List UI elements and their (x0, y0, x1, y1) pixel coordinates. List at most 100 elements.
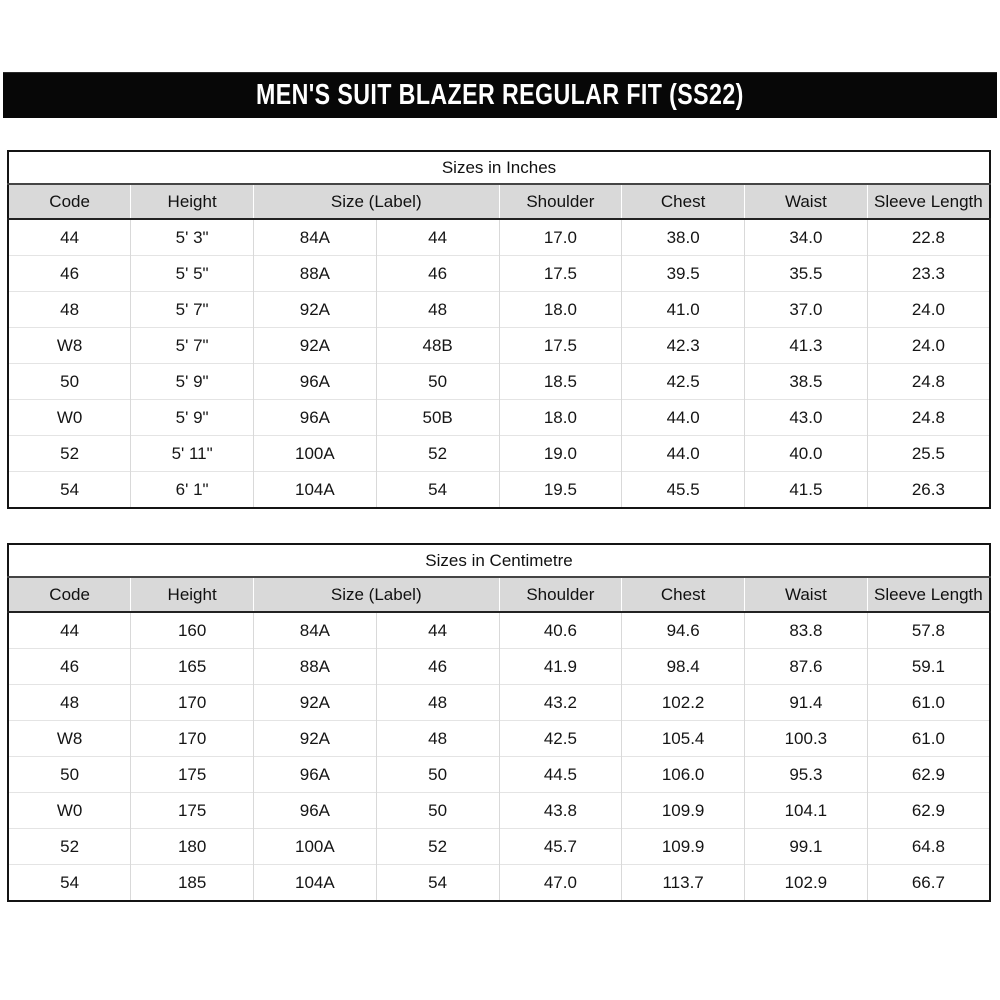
table-cell: 57.8 (866, 612, 990, 649)
table-cell: 25.5 (866, 435, 990, 472)
table-cell: 44.0 (621, 435, 745, 472)
table-cell: 5' 5" (130, 255, 254, 292)
table-cell: 41.5 (744, 471, 868, 508)
table-row: 50 175 96A 50 44.5 106.0 95.3 62.9 (8, 756, 990, 793)
table-cell: 94.6 (621, 612, 745, 649)
table-row: W0 175 96A 50 43.8 109.9 104.1 62.9 (8, 792, 990, 829)
table-cell: 40.6 (498, 612, 622, 649)
table-title-row: Sizes in Centimetre (8, 544, 990, 578)
table-cell: 96A (253, 756, 377, 793)
table-cell: 104.1 (744, 792, 868, 829)
table-cell: 35.5 (744, 255, 868, 292)
table-cell: W8 (8, 327, 131, 364)
table-row: W0 5' 9" 96A 50B 18.0 44.0 43.0 24.8 (8, 399, 990, 436)
table-cell: 52 (375, 828, 499, 865)
table-cell: 17.5 (498, 327, 622, 364)
table-cell: 52 (8, 828, 131, 865)
table-cell: 50 (375, 792, 499, 829)
table-cell: 59.1 (866, 648, 990, 685)
table-cell: 170 (130, 684, 254, 721)
table-cell: 92A (253, 327, 377, 364)
column-header-chest: Chest (621, 577, 745, 613)
sizes-centimetre-table: Sizes in Centimetre Code Height Size (Labe… (7, 543, 991, 902)
table-sizes-in-centimetre: Sizes in Centimetre Code Height Size (Labe… (7, 543, 991, 902)
table-cell: 61.0 (866, 720, 990, 757)
table-cell: 105.4 (621, 720, 745, 757)
table-cell: 44 (60, 620, 80, 640)
table-cell: 42.5 (621, 363, 745, 400)
table-cell: 43.8 (498, 792, 622, 829)
column-header-size-label: Size (Label) (253, 184, 499, 220)
column-header-waist: Waist (744, 184, 868, 220)
table-cell: 44.0 (621, 399, 745, 436)
table-row: 46 165 88A 46 41.9 98.4 87.6 59.1 (8, 648, 990, 685)
table-cell: 24.8 (866, 363, 990, 400)
table-cell: 88A (253, 255, 377, 292)
table-cell: W0 (8, 792, 131, 829)
table-cell: 64.8 (866, 828, 990, 865)
table-cell: 44 (60, 227, 80, 247)
table-cell: 62.9 (866, 792, 990, 829)
column-header-code: Code (8, 577, 131, 613)
table-row: W8 5' 7" 92A 48B 17.5 42.3 41.3 24.0 (8, 327, 990, 364)
table-cell: W8 (8, 720, 131, 757)
table-cell: 62.9 (866, 756, 990, 793)
table-cell: 185 (130, 864, 254, 901)
table-cell: 109.9 (621, 828, 745, 865)
table-cell: 104A (253, 471, 377, 508)
table-row: 44 5' 3" 84A 44 17.0 38.0 34.0 22.8 (8, 219, 990, 256)
table-cell: 5' 7" (130, 327, 254, 364)
column-header-code: Code (8, 184, 131, 220)
table-cell: 61.0 (866, 684, 990, 721)
table-cell: 17.0 (498, 219, 622, 256)
column-header-sleeve-length: Sleeve Length (866, 577, 990, 613)
table-cell: 44 (375, 612, 499, 649)
table-sizes-in-inches: Sizes in Inches Code Height Size (Label) Sh… (7, 150, 991, 509)
table-cell: 100A (253, 828, 377, 865)
table-cell: 54 (375, 864, 499, 901)
table-cell: 18.5 (498, 363, 622, 400)
table-title-inches: Sizes in Inches (8, 151, 990, 185)
table-cell: 50 (8, 756, 131, 793)
table-row: 46 5' 5" 88A 46 17.5 39.5 35.5 23.3 (8, 255, 990, 292)
table-cell: 96A (253, 363, 377, 400)
table-cell: 44 (375, 219, 499, 256)
table-cell: 24.8 (866, 399, 990, 436)
table-title-centimetre: Sizes in Centimetre (8, 544, 990, 578)
table-cell: 42.3 (621, 327, 745, 364)
page-title: MEN'S SUIT BLAZER REGULAR FIT (SS22) (256, 79, 744, 111)
table-cell: 18.0 (498, 291, 622, 328)
table-cell: 84A (253, 219, 377, 256)
table-cell: 165 (130, 648, 254, 685)
sizes-inches-table: Sizes in Inches Code Height Size (Label) Sh… (7, 150, 991, 509)
table-cell: 54 (375, 471, 499, 508)
table-cell: 19.5 (498, 471, 622, 508)
table-cell: 5' 9" (130, 363, 254, 400)
table-cell: 5' 9" (130, 399, 254, 436)
table-cell: 96A (253, 792, 377, 829)
table-cell: 66.7 (866, 864, 990, 901)
table-cell: 5' 3" (130, 219, 254, 256)
table-cell: 46 (8, 255, 131, 292)
table-cell: 113.7 (621, 864, 745, 901)
column-header-shoulder: Shoulder (498, 577, 622, 613)
table-cell: 50 (8, 363, 131, 400)
table-cell: 5' 11" (130, 435, 254, 472)
column-header-sleeve-length: Sleeve Length (866, 184, 990, 220)
table-cell: 48 (8, 291, 131, 328)
table-cell: 83.8 (744, 612, 868, 649)
table-cell: 109.9 (621, 792, 745, 829)
table-cell: 175 (130, 792, 254, 829)
table-cell: 96A (253, 399, 377, 436)
table-cell: 45.5 (621, 471, 745, 508)
table-cell: 23.3 (866, 255, 990, 292)
column-header-size-label: Size (Label) (253, 577, 499, 613)
table-cell: 104A (253, 864, 377, 901)
table-cell: 46 (8, 648, 131, 685)
table-cell: 102.2 (621, 684, 745, 721)
table-title-row: Sizes in Inches (8, 151, 990, 185)
table-cell: 100.3 (744, 720, 868, 757)
table-cell: W0 (8, 399, 131, 436)
table-cell: 47.0 (498, 864, 622, 901)
